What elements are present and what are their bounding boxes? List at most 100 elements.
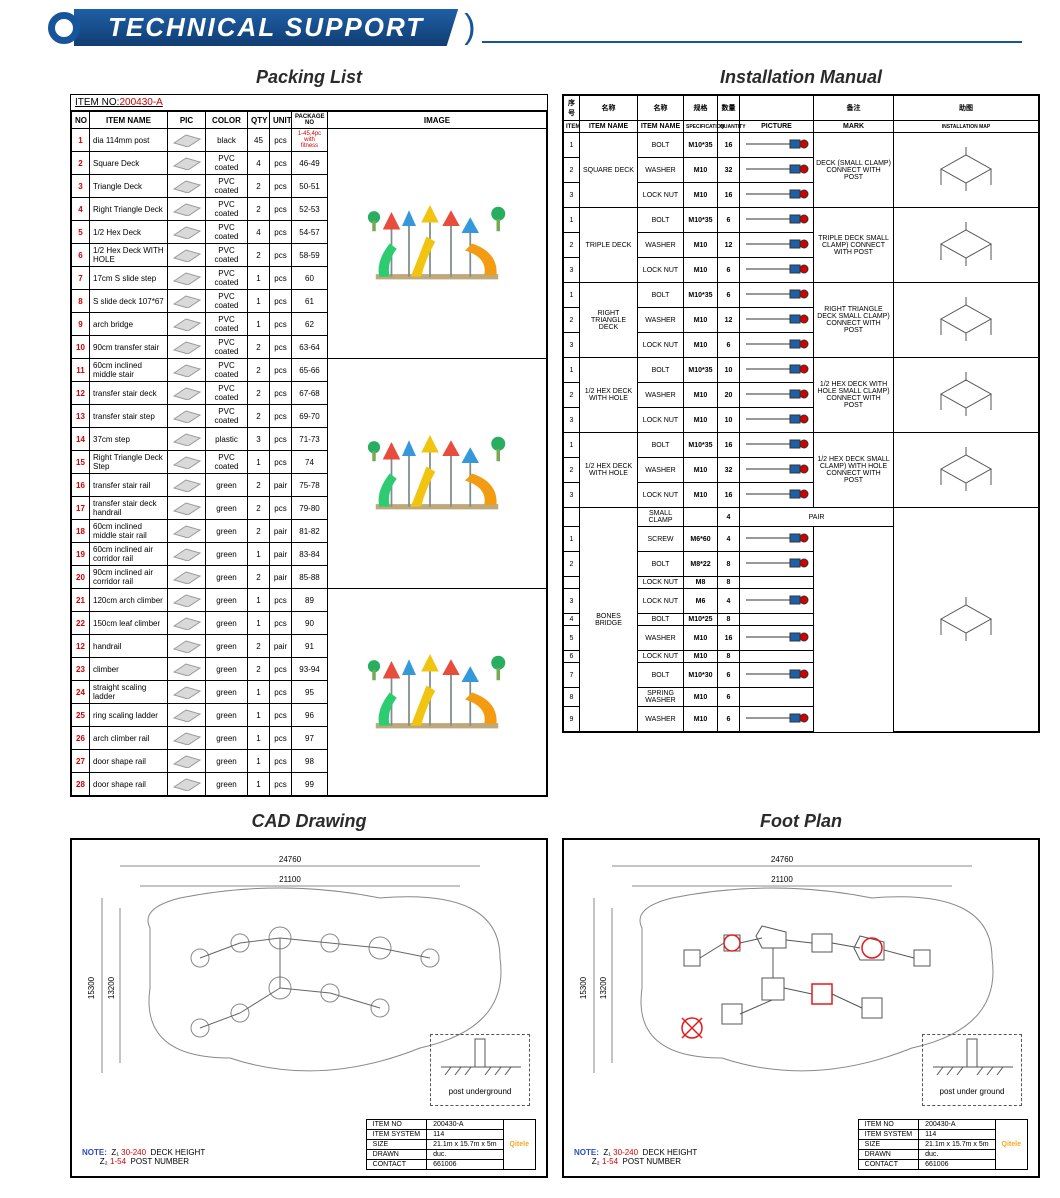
inst-part-name: LOCK NUT [638, 577, 684, 589]
row-unit: pcs [270, 750, 292, 773]
h-name: ITEM NAME [580, 121, 638, 133]
inst-qty: 4 [718, 508, 740, 527]
inst-part-name: BOLT [638, 358, 684, 383]
h-name-cn: 名称 [580, 96, 638, 121]
inst-seq: 1 [564, 527, 580, 552]
item-no-value: 200430-A [119, 97, 162, 108]
row-name: 17cm S slide step [90, 267, 168, 290]
row-pkg: 96 [292, 704, 328, 727]
row-no: 27 [72, 750, 90, 773]
inst-picture-icon [740, 358, 814, 383]
inst-mark: DECK (SMALL CLAMP) CONNECT WITH POST [814, 133, 894, 208]
row-qty: 2 [248, 635, 270, 658]
tb-brand: Qitele [503, 1120, 535, 1170]
inst-qty: 6 [718, 208, 740, 233]
inst-qty: 16 [718, 183, 740, 208]
row-name: ring scaling ladder [90, 704, 168, 727]
inst-picture-icon [740, 433, 814, 458]
row-unit: pcs [270, 727, 292, 750]
row-qty: 2 [248, 520, 270, 543]
row-no: 14 [72, 428, 90, 451]
row-pic-icon [168, 589, 206, 612]
inst-spec: M10 [684, 383, 718, 408]
packing-row: 21120cm arch climbergreen1pcs89 [72, 589, 547, 612]
foot-card: 24760 21100 15300 13200 [562, 838, 1040, 1178]
row-qty: 2 [248, 244, 270, 267]
foot-layout-icon [682, 926, 930, 1038]
install-header-row-cn: 序号 名称 名称 规格 数量 备注 助图 [564, 96, 1039, 121]
h-name2-cn: 名称 [638, 96, 684, 121]
f-z1-desc: DECK HEIGHT [643, 1148, 698, 1157]
inst-seq: 8 [564, 688, 580, 707]
hdr-qty: QTY [248, 112, 270, 129]
row-pic-icon [168, 129, 206, 152]
row-color: PVC coated [206, 198, 248, 221]
row-qty: 1 [248, 773, 270, 796]
tb-contact: 661006 [427, 1160, 503, 1170]
foot-post-under-label: post under ground [923, 1087, 1021, 1096]
inst-part-name: LOCK NUT [638, 183, 684, 208]
row-color: plastic [206, 428, 248, 451]
row-pic-icon [168, 336, 206, 359]
ftb-drawn: duc. [919, 1150, 995, 1160]
inst-part-name: BOLT [638, 552, 684, 577]
row-name: 1/2 Hex Deck WITH HOLE [90, 244, 168, 267]
ftb-itemno-l: ITEM NO [858, 1120, 918, 1130]
row-name: arch bridge [90, 313, 168, 336]
row-no: 13 [72, 405, 90, 428]
row-pic-icon [168, 267, 206, 290]
inst-seq: 9 [564, 707, 580, 732]
inst-mark: 1/2 HEX DECK SMALL CLAMP) WITH HOLE CONN… [814, 433, 894, 508]
inst-qty: 4 [718, 527, 740, 552]
row-pkg: 85-88 [292, 566, 328, 589]
row-qty: 1 [248, 543, 270, 566]
row-name: 37cm step [90, 428, 168, 451]
inst-part-name: BOLT [638, 133, 684, 158]
inst-part-name: WASHER [638, 383, 684, 408]
row-pkg: 75-78 [292, 474, 328, 497]
inst-picture-icon [740, 527, 814, 552]
row-color: PVC coated [206, 451, 248, 474]
row-pkg: 79-80 [292, 497, 328, 520]
row-pic-icon [168, 727, 206, 750]
inst-part-name: WASHER [638, 233, 684, 258]
cad-panel: CAD Drawing 24760 21100 15300 13200 [70, 811, 548, 1178]
inst-qty: 6 [718, 707, 740, 732]
row-pic-icon [168, 635, 206, 658]
row-color: green [206, 543, 248, 566]
row-unit: pcs [270, 129, 292, 152]
inst-item-name: RIGHT TRIANGLE DECK [580, 283, 638, 358]
row-color: PVC coated [206, 382, 248, 405]
foot-post-under-icon [923, 1035, 1023, 1085]
inst-install-map-icon [894, 283, 1039, 358]
inst-spec: M10*30 [684, 663, 718, 688]
inst-seq: 4 [564, 614, 580, 626]
inst-seq: 3 [564, 258, 580, 283]
h-pict: PICTURE [740, 121, 814, 133]
inst-spec: M8*22 [684, 552, 718, 577]
row-pic-icon [168, 152, 206, 175]
inst-qty: 8 [718, 651, 740, 663]
h-pict-cn [740, 96, 814, 121]
row-unit: pcs [270, 336, 292, 359]
row-no: 18 [72, 520, 90, 543]
inst-seq: 1 [564, 133, 580, 158]
row-pkg: 50-51 [292, 175, 328, 198]
packing-header-row: NO ITEM NAME PIC COLOR QTY UNIT PACKAGE … [72, 112, 547, 129]
f-note-label: NOTE: [574, 1148, 599, 1157]
inst-picture-icon [740, 663, 814, 688]
row-qty: 1 [248, 589, 270, 612]
banner-title: TECHNICAL SUPPORT [74, 9, 458, 46]
h-inst: INSTALLATION MAP [894, 121, 1039, 133]
inst-part-name: BOLT [638, 208, 684, 233]
row-no: 12 [72, 382, 90, 405]
row-color: green [206, 681, 248, 704]
inst-spec: M10 [684, 707, 718, 732]
row-qty: 2 [248, 336, 270, 359]
foot-note-block: NOTE: Z₁ 30-240 DECK HEIGHT Z₂ 1-54 POST… [574, 1148, 697, 1166]
inst-qty: 10 [718, 408, 740, 433]
inst-spec: M6 [684, 589, 718, 614]
inst-spec: M10*25 [684, 614, 718, 626]
tb-itemno-l: ITEM NO [366, 1120, 426, 1130]
row-unit: pair [270, 635, 292, 658]
